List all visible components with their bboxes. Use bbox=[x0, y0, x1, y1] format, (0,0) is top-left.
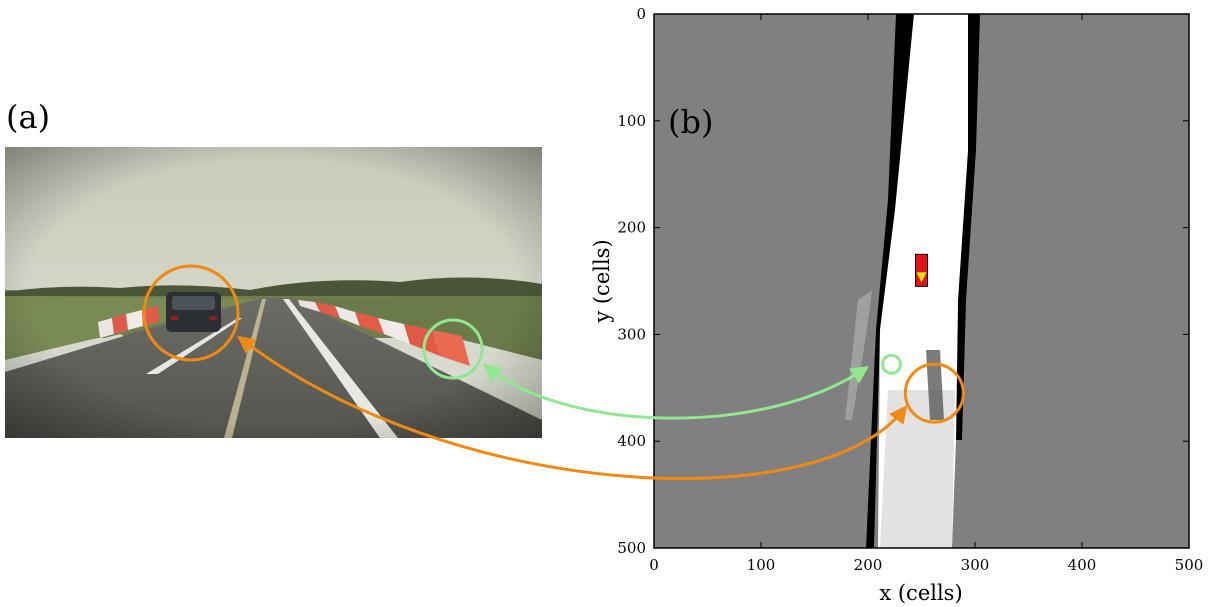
y-tick-label: 300 bbox=[617, 325, 646, 343]
camera-photo bbox=[5, 147, 542, 438]
y-tick-label: 200 bbox=[617, 219, 646, 237]
y-tick-label: 500 bbox=[617, 539, 646, 557]
panel-a-label: (a) bbox=[6, 98, 50, 136]
x-tick-label: 400 bbox=[1068, 556, 1097, 574]
x-tick-label: 500 bbox=[1175, 556, 1204, 574]
y-axis-ticks: 0 100 200 300 400 500 bbox=[617, 5, 1189, 557]
y-axis-label: y (cells) bbox=[590, 239, 614, 323]
y-tick-label: 0 bbox=[636, 5, 646, 23]
orange-connector-arrow bbox=[237, 335, 908, 480]
x-tick-label: 0 bbox=[649, 556, 659, 574]
y-tick-label: 100 bbox=[617, 112, 646, 130]
x-axis-ticks: 0 100 200 300 400 500 bbox=[649, 14, 1203, 574]
y-tick-label: 400 bbox=[617, 432, 646, 450]
ego-vehicle-marker bbox=[915, 253, 928, 287]
photo-car-highlight bbox=[142, 264, 240, 362]
x-tick-label: 300 bbox=[961, 556, 990, 574]
panel-b-label: (b) bbox=[668, 103, 713, 141]
vehicle-body bbox=[915, 253, 928, 287]
x-tick-label: 200 bbox=[854, 556, 883, 574]
x-tick-label: 100 bbox=[747, 556, 776, 574]
x-axis-label: x (cells) bbox=[879, 581, 962, 605]
vehicle-heading-arrow bbox=[916, 272, 927, 283]
plot-frame bbox=[653, 13, 1190, 549]
